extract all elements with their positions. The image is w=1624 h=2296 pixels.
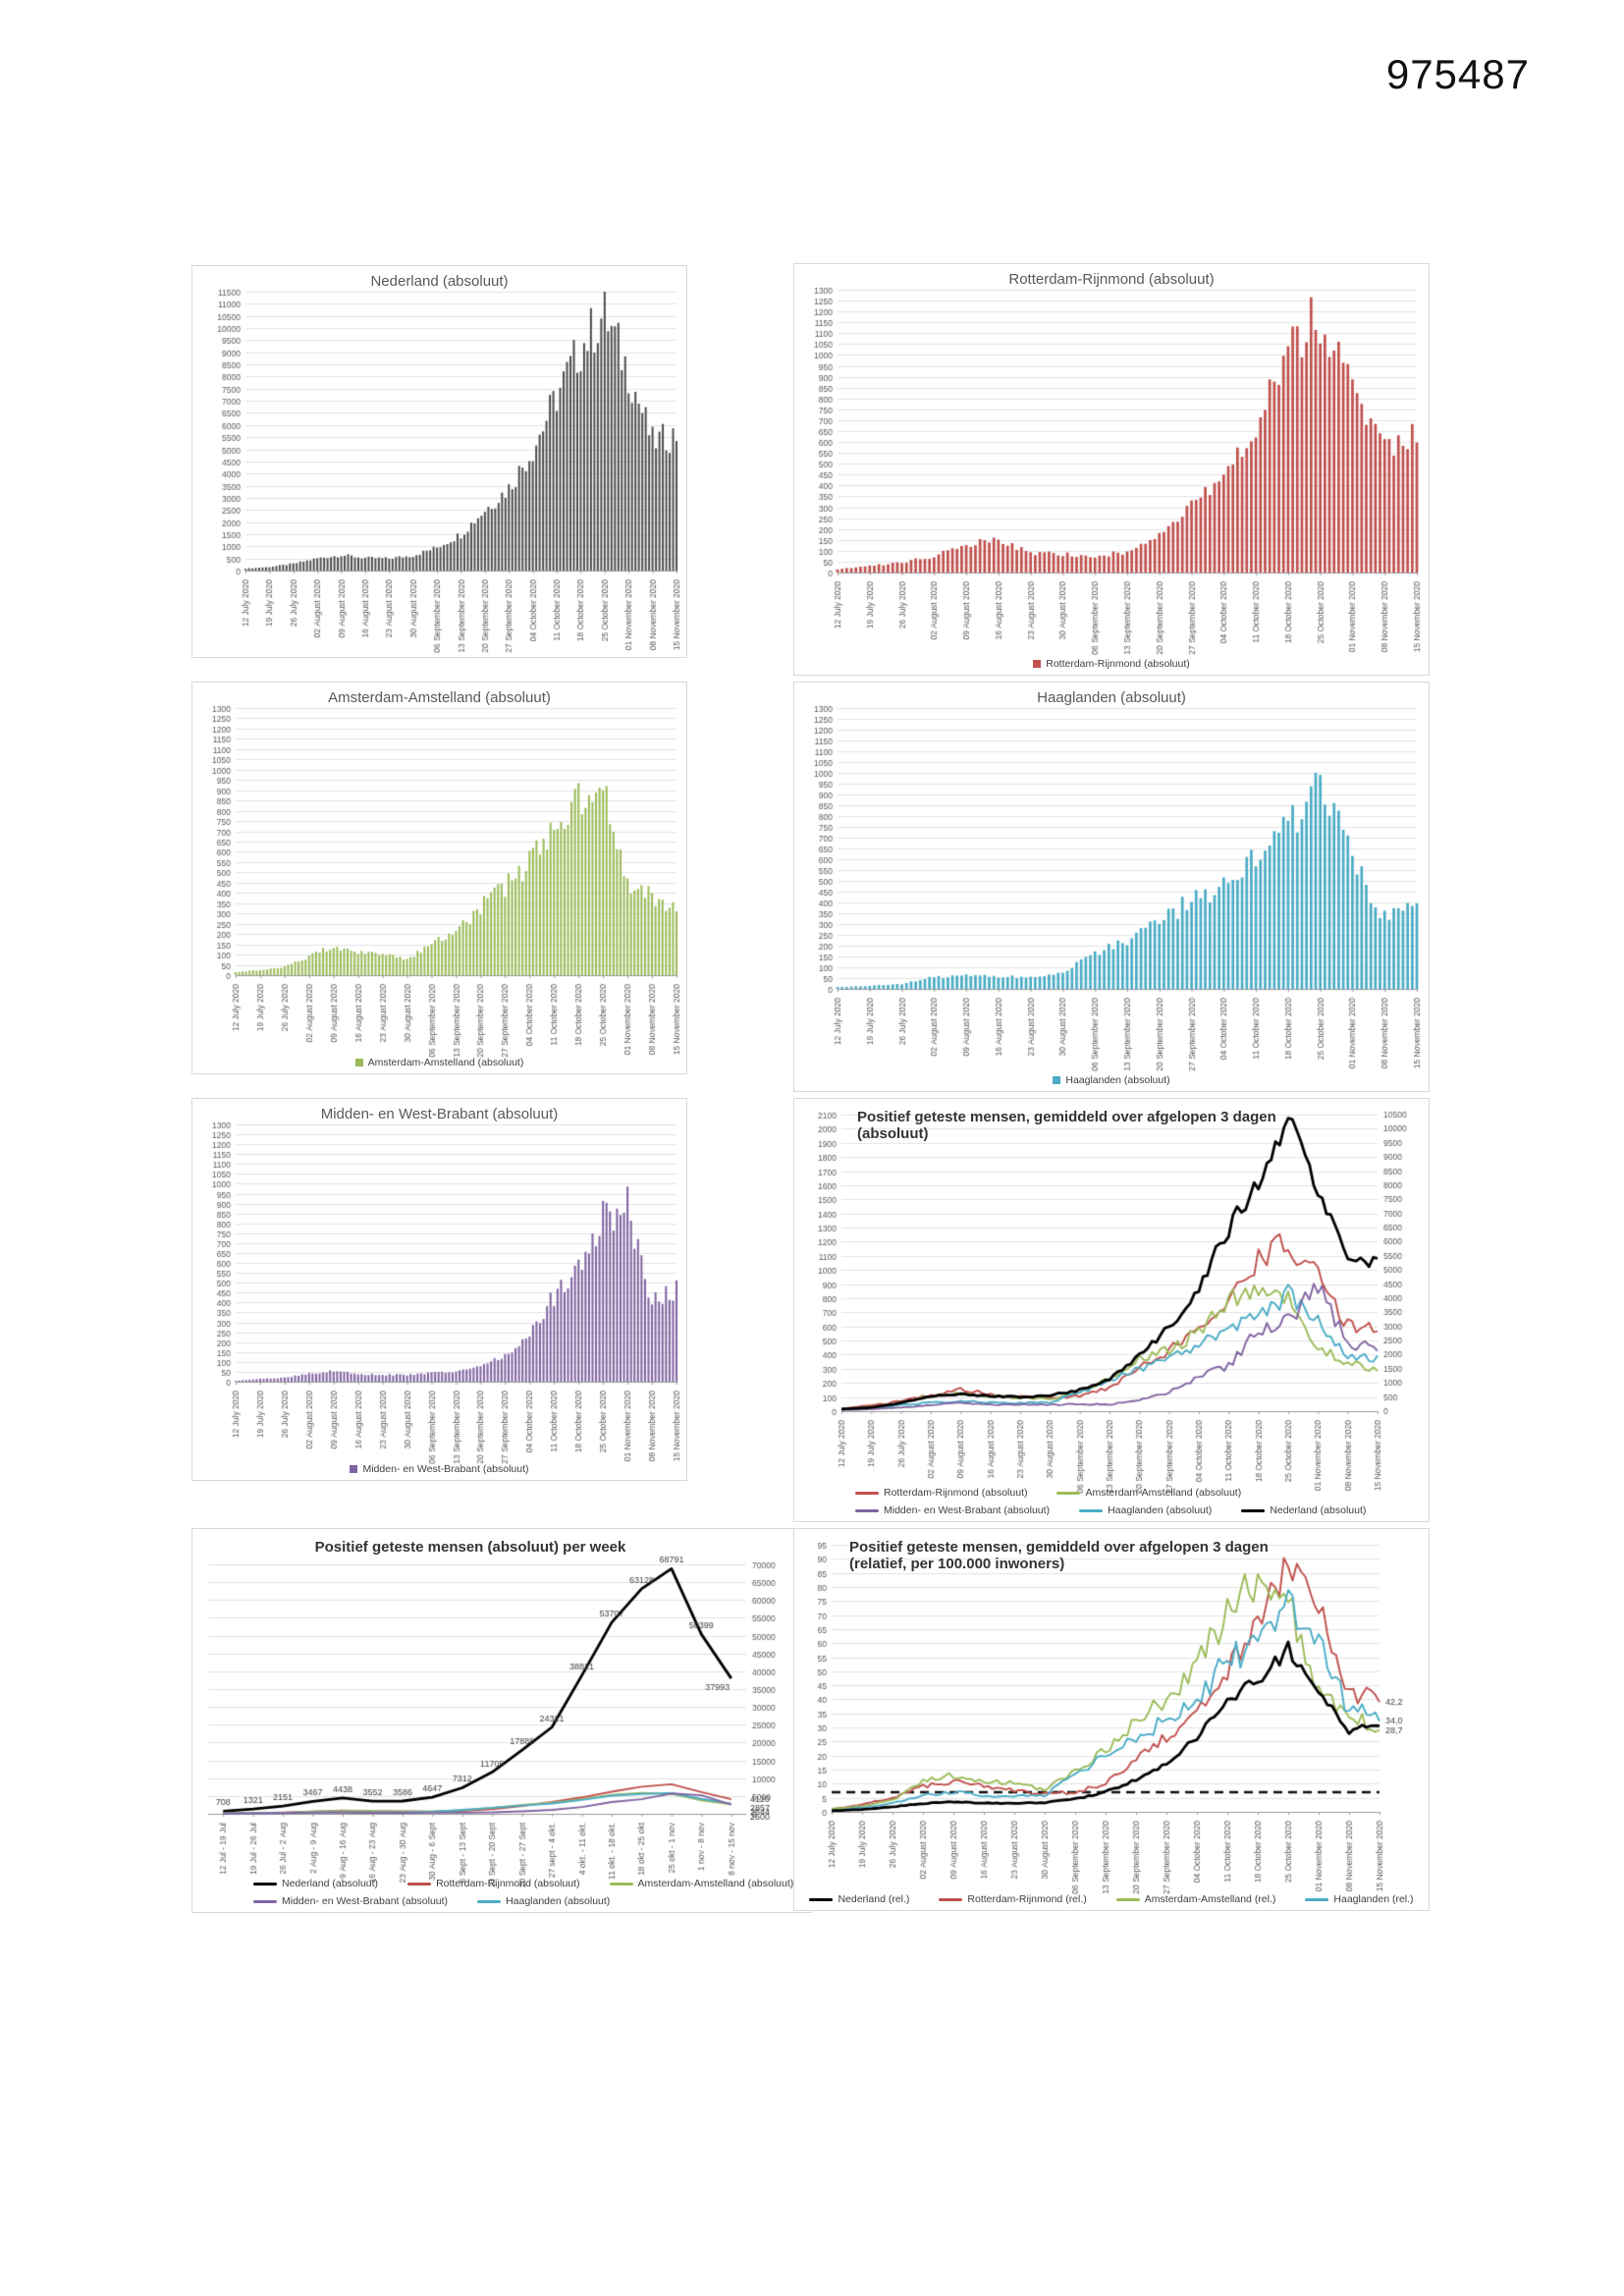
legend-label: Amsterdam-Amstelland (absoluut) [367,1057,524,1068]
chart-panel-rotterdam-rijnmond-absoluut: Rotterdam-Rijnmond (absoluut) Rotterdam-… [793,263,1430,676]
legend-label: Amsterdam-Amstelland (rel.) [1144,1893,1276,1905]
legend-label: Rotterdam-Rijnmond (rel.) [967,1893,1087,1905]
chart-legend: Nederland (rel.) Rotterdam-Rijnmond (rel.… [794,1893,1429,1905]
chart-panel-per-week-absoluut: Positief geteste mensen (absoluut) per w… [191,1528,812,1913]
gemiddeld-3dagen-absoluut-chart-canvas [794,1099,1429,1521]
legend-label: Rotterdam-Rijnmond (absoluut) [884,1487,1028,1499]
legend-swatch [1115,1897,1140,1901]
legend-item: Amsterdam-Amstelland (absoluut) [354,1057,524,1068]
chart-legend: Haaglanden (absoluut) [794,1074,1429,1086]
legend-label: Nederland (rel.) [838,1893,910,1905]
legend-item: Nederland (absoluut) [1241,1504,1366,1516]
legend-swatch [1305,1897,1329,1901]
legend-swatch [855,1491,879,1495]
page-number: 975487 [1385,51,1530,97]
amsterdam-amstelland-chart-canvas [192,683,686,1073]
chart-subtitle: (relatief, per 100.000 inwoners) [849,1556,1065,1572]
legend-item: Amsterdam-Amstelland (rel.) [1115,1893,1276,1905]
chart-legend: Midden- en West-Brabant (absoluut) [192,1463,686,1475]
chart-legend: Rotterdam-Rijnmond (absoluut) [794,658,1429,670]
legend-swatch [253,1882,277,1886]
legend-label: Haaglanden (absoluut) [1108,1504,1213,1516]
chart-legend: Rotterdam-Rijnmond (absoluut) Amsterdam-A… [794,1487,1429,1516]
chart-legend: Amsterdam-Amstelland (absoluut) [192,1057,686,1068]
rotterdam-rijnmond-chart-canvas [794,264,1429,675]
legend-swatch [1079,1508,1104,1512]
legend-swatch [354,1059,363,1066]
chart-title: Positief geteste mensen, gemiddeld over … [849,1539,1269,1556]
legend-swatch [1053,1076,1061,1084]
legend-swatch [609,1882,633,1886]
legend-item: Haaglanden (absoluut) [1053,1074,1170,1086]
midden-west-brabant-chart-canvas [192,1099,686,1480]
legend-swatch [407,1882,432,1886]
legend-label: Haaglanden (absoluut) [1065,1074,1170,1086]
legend-item: Nederland (absoluut) [253,1878,378,1889]
legend-label: Amsterdam-Amstelland (absoluut) [1085,1487,1242,1499]
legend-item: Nederland (rel.) [809,1893,909,1905]
chart-panel-haaglanden-absoluut: Haaglanden (absoluut) Haaglanden (absolu… [793,682,1430,1092]
legend-label: Nederland (absoluut) [282,1878,379,1889]
legend-label: Haaglanden (absoluut) [506,1895,611,1907]
nederland-absoluut-chart-canvas [192,266,686,657]
legend-item: Haaglanden (absoluut) [1079,1504,1212,1516]
chart-title: Positief geteste mensen, gemiddeld over … [857,1109,1276,1125]
legend-label: Midden- en West-Brabant (absoluut) [282,1895,449,1907]
chart-title: Rotterdam-Rijnmond (absoluut) [1008,271,1215,288]
legend-swatch [855,1508,879,1512]
legend-item: Midden- en West-Brabant (absoluut) [253,1895,448,1907]
per-week-chart-canvas [192,1529,811,1912]
legend-label: Nederland (absoluut) [1270,1504,1367,1516]
chart-panel-gemiddeld-3dagen-absoluut: Positief geteste mensen, gemiddeld over … [793,1098,1430,1522]
legend-label: Rotterdam-Rijnmond (absoluut) [436,1878,580,1889]
legend-label: Haaglanden (rel.) [1333,1893,1414,1905]
legend-item: Rotterdam-Rijnmond (absoluut) [855,1487,1027,1499]
legend-label: Amsterdam-Amstelland (absoluut) [637,1878,794,1889]
chart-title: Midden- en West-Brabant (absoluut) [320,1106,559,1122]
legend-swatch [1056,1491,1081,1495]
legend-item: Midden- en West-Brabant (absoluut) [350,1463,529,1475]
chart-title: Amsterdam-Amstelland (absoluut) [328,689,551,706]
gemiddeld-3dagen-relatief-chart-canvas [794,1529,1429,1910]
legend-item: Midden- en West-Brabant (absoluut) [855,1504,1050,1516]
legend-swatch [1241,1508,1266,1512]
legend-item: Haaglanden (rel.) [1305,1893,1414,1905]
legend-label: Midden- en West-Brabant (absoluut) [884,1504,1051,1516]
legend-swatch [809,1897,834,1901]
chart-panel-nederland-absoluut: Nederland (absoluut) [191,265,687,658]
legend-swatch [1033,660,1042,668]
legend-swatch [939,1897,963,1901]
legend-item: Amsterdam-Amstelland (absoluut) [609,1878,794,1889]
chart-panel-amsterdam-amstelland-absoluut: Amsterdam-Amstelland (absoluut) Amsterda… [191,682,687,1074]
legend-swatch [350,1465,358,1473]
legend-item: Rotterdam-Rijnmond (absoluut) [407,1878,580,1889]
chart-title: Positief geteste mensen (absoluut) per w… [314,1539,626,1556]
legend-swatch [477,1899,502,1903]
legend-swatch [253,1899,277,1903]
haaglanden-chart-canvas [794,683,1429,1091]
legend-label: Midden- en West-Brabant (absoluut) [362,1463,529,1475]
chart-panel-gemiddeld-3dagen-relatief: Positief geteste mensen, gemiddeld over … [793,1528,1430,1911]
chart-title: Haaglanden (absoluut) [1037,689,1186,706]
chart-panel-midden-west-brabant-absoluut: Midden- en West-Brabant (absoluut) Midde… [191,1098,687,1481]
legend-item: Rotterdam-Rijnmond (rel.) [939,1893,1087,1905]
legend-item: Rotterdam-Rijnmond (absoluut) [1033,658,1190,670]
chart-subtitle: (absoluut) [857,1125,929,1142]
chart-title: Nederland (absoluut) [370,273,509,290]
legend-label: Rotterdam-Rijnmond (absoluut) [1046,658,1190,670]
legend-item: Amsterdam-Amstelland (absoluut) [1056,1487,1241,1499]
legend-item: Haaglanden (absoluut) [477,1895,610,1907]
chart-legend: Nederland (absoluut) Rotterdam-Rijnmond (… [192,1878,811,1907]
